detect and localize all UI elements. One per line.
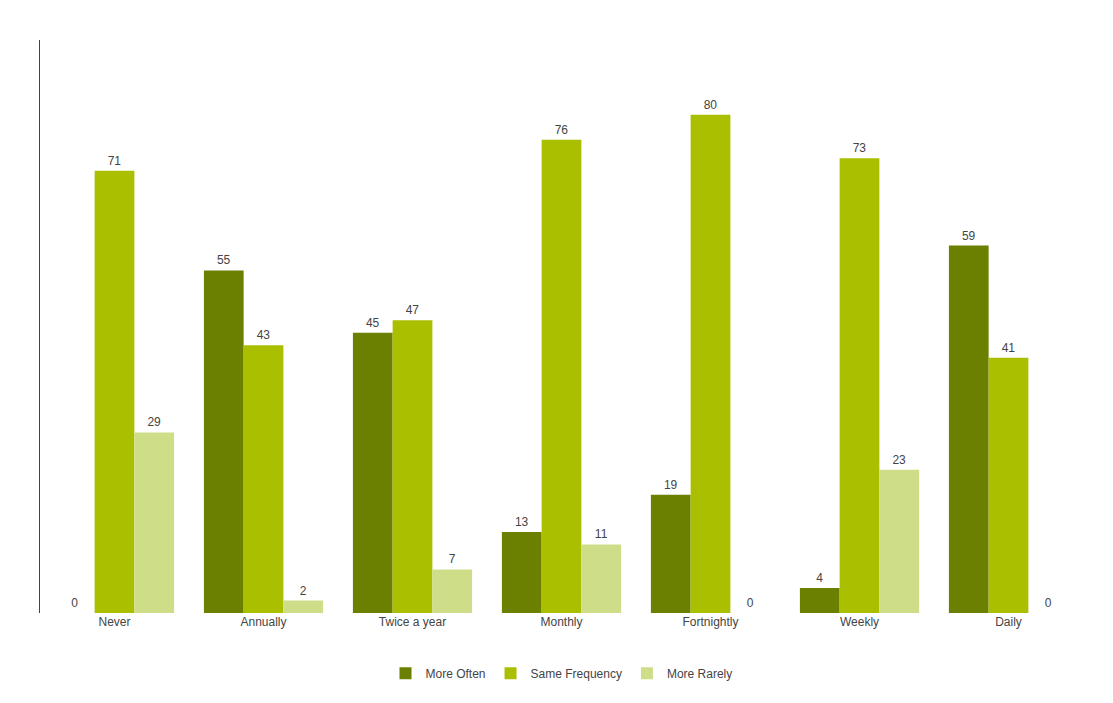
svg-text:19: 19 (664, 478, 678, 492)
svg-text:73: 73 (853, 141, 867, 155)
svg-text:80: 80 (704, 98, 718, 112)
svg-text:0: 0 (1045, 596, 1052, 610)
svg-text:13: 13 (515, 515, 529, 529)
svg-text:Daily: Daily (995, 615, 1022, 629)
svg-text:59: 59 (962, 229, 976, 243)
svg-text:More Rarely: More Rarely (667, 667, 732, 681)
svg-text:71: 71 (108, 154, 122, 168)
svg-text:0: 0 (747, 596, 754, 610)
svg-text:76: 76 (555, 123, 569, 137)
svg-text:Annually: Annually (240, 615, 286, 629)
svg-text:43: 43 (257, 328, 271, 342)
svg-text:45: 45 (366, 316, 380, 330)
svg-text:Same Frequency: Same Frequency (531, 667, 622, 681)
svg-text:Fortnightly: Fortnightly (682, 615, 738, 629)
svg-text:7: 7 (449, 552, 456, 566)
svg-text:29: 29 (147, 415, 161, 429)
svg-text:23: 23 (892, 453, 906, 467)
svg-text:55: 55 (217, 253, 231, 267)
svg-text:Monthly: Monthly (540, 615, 582, 629)
svg-text:Weekly: Weekly (840, 615, 879, 629)
svg-text:47: 47 (406, 303, 420, 317)
svg-text:11: 11 (595, 527, 608, 541)
svg-text:Twice a year: Twice a year (379, 615, 446, 629)
svg-text:2: 2 (300, 584, 307, 598)
svg-text:41: 41 (1002, 341, 1016, 355)
svg-text:Never: Never (98, 615, 130, 629)
svg-text:0: 0 (71, 596, 78, 610)
svg-text:4: 4 (816, 571, 823, 585)
svg-text:More Often: More Often (426, 667, 486, 681)
